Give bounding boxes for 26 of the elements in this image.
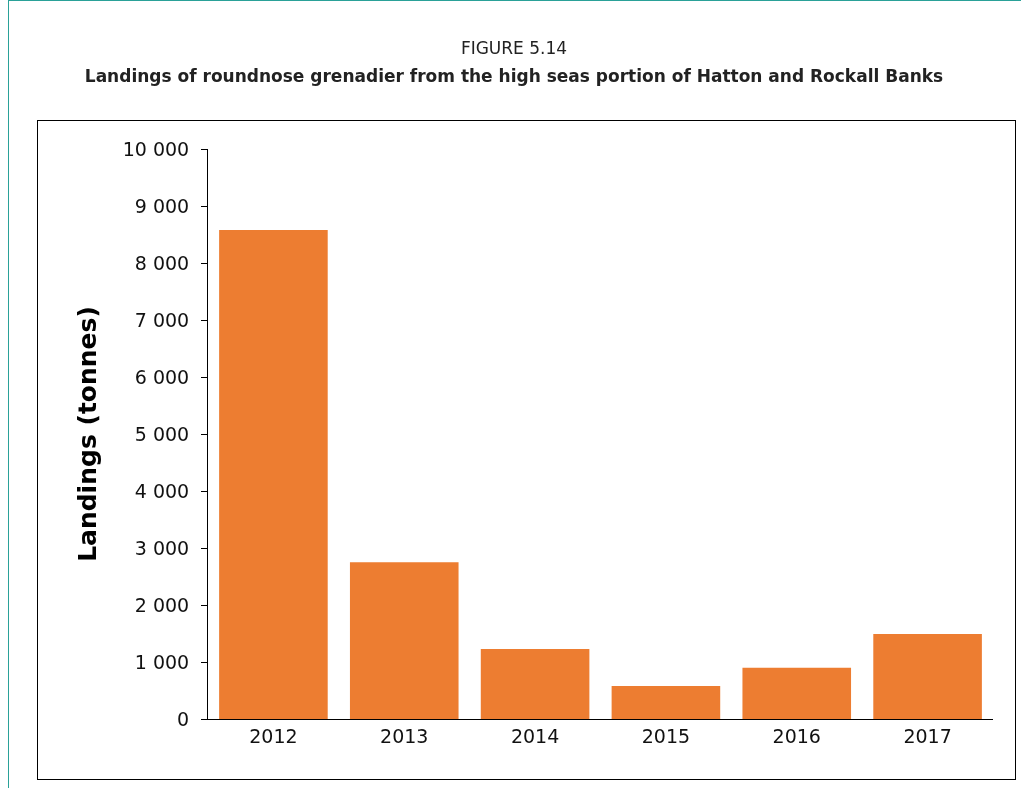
y-tick-label: 9 000	[134, 194, 190, 217]
y-tick-label: 5 000	[134, 422, 190, 445]
bar	[219, 229, 328, 719]
x-tick-label: 2017	[903, 724, 952, 747]
x-tick-label: 2014	[510, 724, 560, 747]
x-tick-label: 2012	[249, 724, 298, 747]
bar	[480, 648, 590, 719]
bar	[611, 685, 721, 719]
x-tick-label: 2015	[641, 724, 691, 747]
y-tick-label: 4 000	[134, 479, 190, 502]
y-tick-label: 1 000	[134, 650, 190, 673]
bar	[742, 667, 852, 719]
chart-title: FIGURE 5.14	[459, 38, 569, 58]
x-tick-label: 2016	[772, 724, 821, 747]
y-tick-label: 10 000	[122, 137, 190, 160]
bar	[873, 634, 982, 719]
y-tick-label: 7 000	[134, 308, 190, 331]
bar	[349, 562, 459, 719]
y-axis-title: Landings (tonnes)	[73, 306, 103, 562]
chart-subtitle: Landings of roundnose grenadier from the high seas portion of Hatton and Rockall Banks	[83, 66, 945, 86]
x-tick-label: 2013	[380, 724, 429, 747]
y-tick-label: 8 000	[134, 251, 190, 274]
y-tick-label: 0	[177, 707, 190, 730]
y-tick-label: 3 000	[134, 536, 190, 559]
y-tick-label: 2 000	[134, 593, 190, 616]
y-tick-label: 6 000	[134, 365, 190, 388]
